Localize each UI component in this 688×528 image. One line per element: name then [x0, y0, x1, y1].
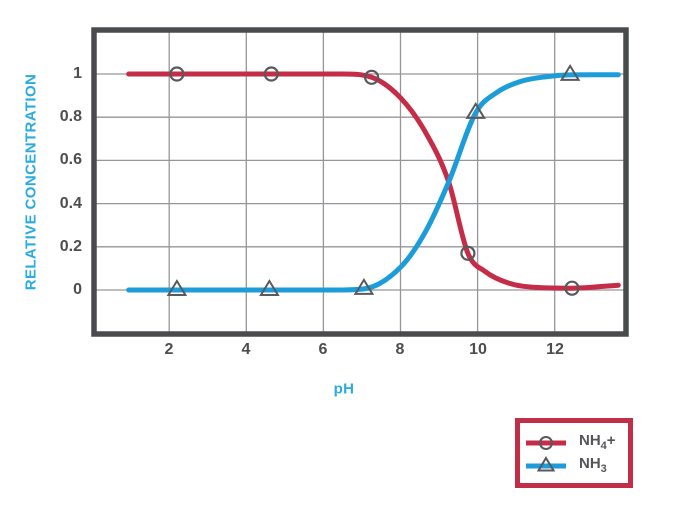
plot-border — [91, 27, 629, 337]
circle-marker-icon — [539, 435, 553, 450]
nh3-legend-sample — [526, 455, 566, 471]
NH3-marker — [353, 277, 375, 295]
NH3-marker — [559, 63, 581, 81]
x-tick-label-2: 2 — [164, 341, 174, 358]
x-tick-label-4: 4 — [241, 341, 251, 358]
y-tick-label-0: 0 — [73, 281, 82, 298]
y-tick-label-0.2: 0.2 — [59, 238, 82, 255]
x-tick-label-12: 12 — [546, 341, 564, 358]
legend-item-nh4plus: NH4+ — [524, 431, 628, 454]
legend: NH4+ NH3 — [515, 418, 633, 488]
NH4+-marker — [169, 66, 185, 82]
y-axis-title: RELATIVE CONCENTRATION — [22, 73, 40, 291]
NH3-curve — [126, 72, 621, 293]
NH4+-marker — [564, 280, 580, 296]
x-tick-label-10: 10 — [469, 341, 487, 358]
NH3-marker — [465, 101, 486, 119]
NH4+-marker — [460, 245, 476, 261]
y-tick-label-1: 1 — [73, 65, 82, 82]
legend-label-base: NH — [579, 455, 601, 472]
nh4plus-legend-sample — [526, 435, 566, 450]
y-tick-label-0.8: 0.8 — [59, 108, 82, 125]
legend-item-nh3: NH3 — [524, 454, 628, 477]
triangle-marker-icon — [536, 455, 556, 471]
nh4plus-legend-label: NH4+ — [579, 433, 616, 452]
nh3-legend-label: NH3 — [579, 456, 607, 475]
x-axis-title: pH — [333, 380, 355, 398]
y-tick-label-0.4: 0.4 — [59, 195, 82, 212]
x-tick-label-6: 6 — [318, 341, 328, 358]
NH3-marker — [259, 279, 280, 296]
legend-label-subscript: 3 — [600, 463, 607, 475]
NH3-marker — [166, 279, 188, 296]
x-tick-label-8: 8 — [395, 341, 405, 358]
NH4+-marker — [364, 69, 380, 85]
legend-label-subscript: 4 — [600, 440, 607, 452]
legend-label-base: NH — [579, 432, 601, 449]
NH4+-curve — [126, 71, 621, 291]
y-tick-label-0.6: 0.6 — [59, 151, 82, 168]
legend-label-suffix: + — [606, 432, 616, 449]
NH4+-marker — [263, 66, 279, 82]
